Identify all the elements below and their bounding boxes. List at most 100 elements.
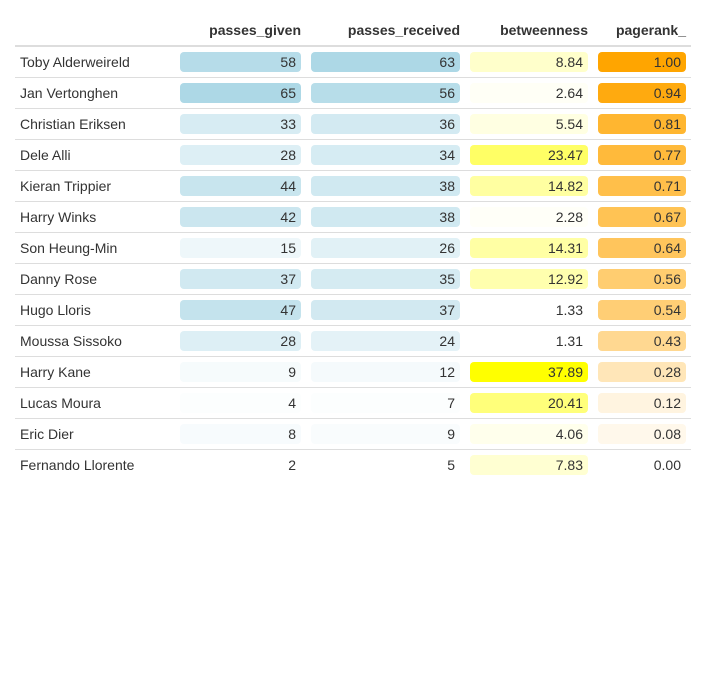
pagerank-value: 0.12	[598, 393, 686, 413]
cell-pagerank: 0.67	[593, 201, 691, 233]
passes-received-value: 37	[311, 300, 460, 320]
cell-passes-given: 47	[175, 294, 306, 326]
player-name: Harry Winks	[15, 201, 175, 233]
passes-given-value: 58	[180, 52, 301, 72]
passes-received-value: 24	[311, 331, 460, 351]
passes-given-value: 9	[180, 362, 301, 382]
passes-received-value: 38	[311, 207, 460, 227]
pagerank-value: 0.94	[598, 83, 686, 103]
cell-pagerank: 0.12	[593, 387, 691, 419]
cell-betweenness: 4.06	[465, 418, 593, 450]
cell-passes-given: 8	[175, 418, 306, 450]
cell-pagerank: 0.56	[593, 263, 691, 295]
cell-pagerank: 0.54	[593, 294, 691, 326]
cell-pagerank: 0.81	[593, 108, 691, 140]
passes-received-value: 56	[311, 83, 460, 103]
stats-table: passes_given passes_received betweenness…	[15, 15, 691, 480]
cell-betweenness: 37.89	[465, 356, 593, 388]
cell-pagerank: 0.94	[593, 77, 691, 109]
table-row: Dele Alli 28 34 23.47 0.77	[15, 139, 691, 171]
table-row: Harry Kane 9 12 37.89 0.28	[15, 356, 691, 388]
cell-betweenness: 5.54	[465, 108, 593, 140]
cell-passes-received: 12	[306, 356, 465, 388]
cell-betweenness: 1.31	[465, 325, 593, 357]
cell-betweenness: 2.28	[465, 201, 593, 233]
cell-passes-received: 24	[306, 325, 465, 357]
cell-passes-given: 2	[175, 449, 306, 480]
cell-passes-received: 7	[306, 387, 465, 419]
cell-betweenness: 14.31	[465, 232, 593, 264]
pagerank-value: 0.00	[598, 455, 686, 475]
table-row: Kieran Trippier 44 38 14.82 0.71	[15, 170, 691, 202]
cell-pagerank: 0.08	[593, 418, 691, 450]
pagerank-value: 0.71	[598, 176, 686, 196]
header-passes-given: passes_given	[175, 15, 306, 47]
passes-given-value: 8	[180, 424, 301, 444]
table-row: Moussa Sissoko 28 24 1.31 0.43	[15, 325, 691, 357]
player-name: Kieran Trippier	[15, 170, 175, 202]
cell-passes-given: 42	[175, 201, 306, 233]
cell-pagerank: 0.64	[593, 232, 691, 264]
passes-given-value: 28	[180, 145, 301, 165]
cell-passes-given: 58	[175, 45, 306, 78]
pagerank-value: 0.67	[598, 207, 686, 227]
betweenness-value: 37.89	[470, 362, 588, 382]
table-row: Toby Alderweireld 58 63 8.84 1.00	[15, 45, 691, 78]
betweenness-value: 14.31	[470, 238, 588, 258]
pagerank-value: 0.43	[598, 331, 686, 351]
cell-pagerank: 0.71	[593, 170, 691, 202]
cell-betweenness: 7.83	[465, 449, 593, 480]
cell-passes-received: 37	[306, 294, 465, 326]
table-row: Harry Winks 42 38 2.28 0.67	[15, 201, 691, 233]
table-row: Jan Vertonghen 65 56 2.64 0.94	[15, 77, 691, 109]
cell-passes-given: 65	[175, 77, 306, 109]
passes-given-value: 44	[180, 176, 301, 196]
player-name: Moussa Sissoko	[15, 325, 175, 357]
passes-received-value: 5	[311, 455, 460, 475]
pagerank-value: 0.54	[598, 300, 686, 320]
cell-passes-given: 28	[175, 139, 306, 171]
table-row: Eric Dier 8 9 4.06 0.08	[15, 418, 691, 450]
table-row: Christian Eriksen 33 36 5.54 0.81	[15, 108, 691, 140]
header-row: passes_given passes_received betweenness…	[15, 15, 691, 47]
passes-given-value: 42	[180, 207, 301, 227]
cell-passes-given: 4	[175, 387, 306, 419]
cell-betweenness: 2.64	[465, 77, 593, 109]
cell-pagerank: 0.43	[593, 325, 691, 357]
cell-passes-received: 63	[306, 45, 465, 78]
header-pagerank: pagerank_	[593, 15, 691, 47]
table-row: Fernando Llorente 2 5 7.83 0.00	[15, 449, 691, 480]
passes-received-value: 7	[311, 393, 460, 413]
cell-pagerank: 0.28	[593, 356, 691, 388]
player-name: Harry Kane	[15, 356, 175, 388]
betweenness-value: 1.31	[470, 331, 588, 351]
cell-passes-received: 26	[306, 232, 465, 264]
cell-passes-given: 33	[175, 108, 306, 140]
pagerank-value: 0.81	[598, 114, 686, 134]
betweenness-value: 20.41	[470, 393, 588, 413]
betweenness-value: 14.82	[470, 176, 588, 196]
betweenness-value: 2.64	[470, 83, 588, 103]
passes-received-value: 36	[311, 114, 460, 134]
betweenness-value: 8.84	[470, 52, 588, 72]
cell-pagerank: 0.77	[593, 139, 691, 171]
player-name: Fernando Llorente	[15, 449, 175, 480]
betweenness-value: 7.83	[470, 455, 588, 475]
pagerank-value: 0.08	[598, 424, 686, 444]
passes-given-value: 33	[180, 114, 301, 134]
cell-passes-received: 35	[306, 263, 465, 295]
pagerank-value: 0.77	[598, 145, 686, 165]
betweenness-value: 1.33	[470, 300, 588, 320]
table-row: Danny Rose 37 35 12.92 0.56	[15, 263, 691, 295]
header-betweenness: betweenness	[465, 15, 593, 47]
cell-betweenness: 23.47	[465, 139, 593, 171]
player-name: Lucas Moura	[15, 387, 175, 419]
passes-received-value: 34	[311, 145, 460, 165]
cell-betweenness: 8.84	[465, 45, 593, 78]
player-name: Jan Vertonghen	[15, 77, 175, 109]
betweenness-value: 23.47	[470, 145, 588, 165]
pagerank-value: 0.64	[598, 238, 686, 258]
betweenness-value: 4.06	[470, 424, 588, 444]
pagerank-value: 0.56	[598, 269, 686, 289]
passes-received-value: 12	[311, 362, 460, 382]
